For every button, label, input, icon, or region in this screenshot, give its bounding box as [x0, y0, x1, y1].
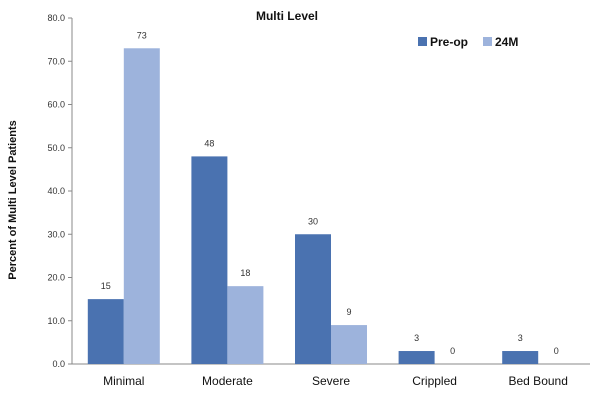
x-axis: Minimal Moderate Severe Crippled Bed Bound [72, 363, 590, 388]
legend: Pre-op 24M [418, 35, 518, 49]
y-tick-label: 30.0 [47, 229, 65, 239]
y-tick-label: 70.0 [47, 56, 65, 66]
data-label: 15 [101, 281, 111, 291]
y-tick-label: 60.0 [47, 100, 65, 110]
bar-24m-moderate [227, 286, 264, 364]
legend-swatch-pre-op [418, 37, 427, 46]
category-label: Bed Bound [509, 374, 568, 388]
y-axis-label: Percent of Multi Level Patients [7, 120, 19, 280]
bar-24m-severe [331, 325, 367, 364]
bar-24m-minimal [123, 48, 160, 365]
category-label: Severe [312, 374, 350, 388]
data-label: 3 [414, 333, 419, 343]
y-tick-label: 80.0 [47, 13, 65, 23]
category-label: Moderate [202, 374, 253, 388]
chart-title: Multi Level [256, 9, 318, 23]
bar-pre-op-bed-bound [502, 351, 539, 364]
y-tick-label: 40.0 [47, 186, 65, 196]
bars [87, 48, 539, 365]
y-axis: 0.0 10.0 20.0 30.0 40.0 50.0 60.0 70.0 80.0 [47, 13, 73, 369]
data-label: 18 [240, 268, 250, 278]
data-label: 30 [308, 216, 318, 226]
data-label: 3 [518, 333, 523, 343]
data-label: 0 [554, 346, 559, 356]
y-tick-label: 20.0 [47, 273, 65, 283]
data-label: 73 [137, 30, 147, 40]
category-label: Crippled [412, 374, 457, 388]
bar-pre-op-moderate [191, 156, 228, 364]
category-label: Minimal [103, 374, 144, 388]
y-tick-label: 0.0 [52, 359, 65, 369]
data-label: 9 [346, 307, 351, 317]
legend-swatch-24m [483, 37, 492, 46]
y-tick-label: 50.0 [47, 143, 65, 153]
bar-pre-op-severe [295, 234, 331, 364]
bar-pre-op-crippled [398, 351, 435, 364]
data-label: 0 [450, 346, 455, 356]
y-tick-label: 10.0 [47, 316, 65, 326]
data-label: 48 [204, 138, 214, 148]
bar-pre-op-minimal [87, 299, 124, 364]
legend-label-pre-op: Pre-op [430, 35, 468, 49]
legend-label-24m: 24M [495, 35, 518, 49]
